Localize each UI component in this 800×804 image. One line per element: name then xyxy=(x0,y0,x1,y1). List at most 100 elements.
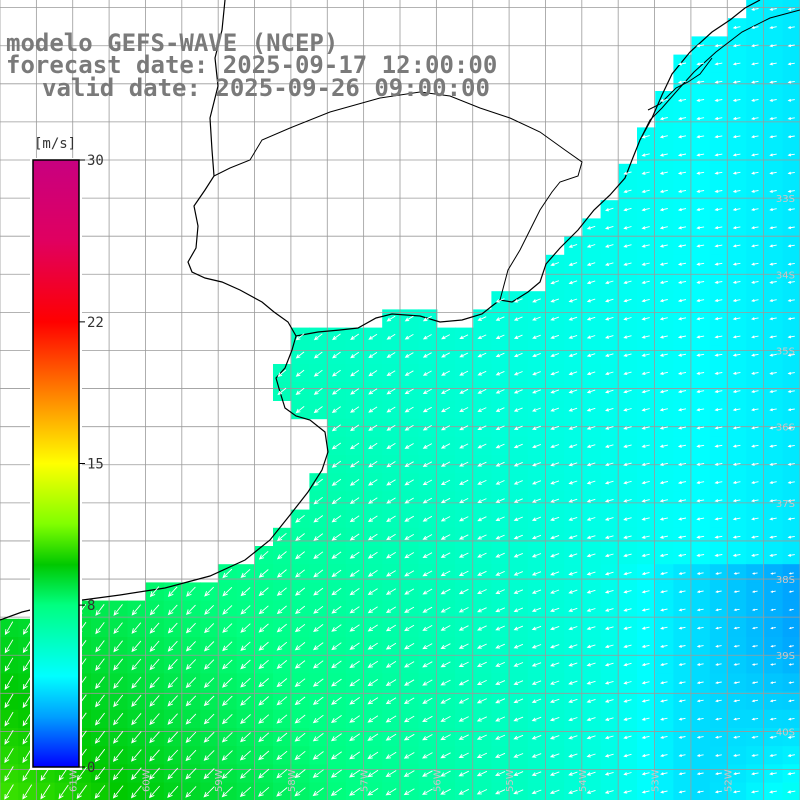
colorbar-unit: [m/s] xyxy=(34,136,76,152)
wind-arrow xyxy=(185,786,197,798)
wind-arrow xyxy=(349,442,360,450)
wind-arrow xyxy=(167,604,178,616)
wind-arrow xyxy=(294,732,306,742)
wind-arrow xyxy=(714,735,722,739)
wind-arrow xyxy=(440,497,451,504)
wind-arrow xyxy=(422,497,433,504)
wind-arrow xyxy=(477,534,487,540)
wind-arrow xyxy=(422,479,433,486)
wind-arrow xyxy=(440,770,451,777)
wind-arrow xyxy=(787,80,795,84)
wind-arrow xyxy=(733,663,740,666)
wind-arrow xyxy=(458,534,469,540)
wind-arrow xyxy=(769,499,777,503)
wind-arrow xyxy=(696,189,705,193)
wind-arrow xyxy=(368,497,378,504)
wind-arrow xyxy=(659,189,668,194)
wind-arrow xyxy=(167,695,178,707)
wind-arrow xyxy=(732,444,741,448)
wind-arrow xyxy=(4,675,14,690)
wind-arrow xyxy=(696,335,705,339)
wind-arrow xyxy=(131,622,142,634)
wind-arrow xyxy=(404,334,414,340)
wind-arrow xyxy=(550,607,560,612)
wind-arrow xyxy=(641,408,650,412)
wind-arrow xyxy=(787,208,795,211)
wind-arrow xyxy=(714,480,723,485)
coastline-uruguay xyxy=(499,0,761,303)
wind-arrow xyxy=(787,735,795,739)
wind-arrow xyxy=(386,388,396,395)
wind-arrow xyxy=(568,644,578,649)
wind-arrow xyxy=(4,693,14,709)
wind-arrow xyxy=(623,408,632,412)
wind-arrow xyxy=(495,570,505,576)
wind-arrow xyxy=(131,604,142,616)
wind-arrow xyxy=(623,244,632,248)
wind-arrow xyxy=(568,535,578,540)
wind-arrow xyxy=(568,353,578,358)
wind-arrow xyxy=(787,753,795,758)
wind-arrow xyxy=(714,44,723,48)
wind-arrow xyxy=(696,207,705,212)
wind-arrow xyxy=(276,587,287,596)
wind-arrow xyxy=(531,480,542,485)
wind-arrow xyxy=(258,623,269,633)
wind-arrow xyxy=(696,153,705,157)
wind-arrow xyxy=(696,244,705,248)
wind-arrow xyxy=(714,371,723,375)
wind-arrow xyxy=(113,622,123,634)
wind-arrow xyxy=(95,658,105,671)
wind-arrow xyxy=(605,389,614,394)
wind-arrow xyxy=(714,426,723,430)
wind-arrow xyxy=(641,626,650,630)
wind-arrow xyxy=(586,316,596,321)
coastline-plata-south xyxy=(295,299,501,337)
wind-arrow xyxy=(696,754,704,757)
wind-arrow xyxy=(294,696,306,706)
wind-arrow xyxy=(495,625,505,631)
wind-arrow xyxy=(659,98,668,103)
wind-arrow xyxy=(385,624,397,632)
wind-arrow xyxy=(623,317,632,321)
wind-arrow xyxy=(550,534,560,540)
wind-arrow xyxy=(604,626,614,630)
wind-arrow xyxy=(623,772,632,776)
wind-arrow xyxy=(586,535,596,540)
wind-arrow xyxy=(476,770,488,777)
wind-arrow xyxy=(495,698,506,704)
wind-arrow xyxy=(623,298,632,303)
wind-arrow xyxy=(221,713,233,725)
wind-arrow xyxy=(623,189,632,194)
wind-arrow xyxy=(770,663,776,666)
wind-arrow xyxy=(258,550,269,560)
wind-arrow xyxy=(477,388,487,394)
wind-arrow xyxy=(586,389,596,394)
wind-arrow xyxy=(312,660,324,669)
wind-arrow xyxy=(733,608,740,612)
wind-arrow xyxy=(677,499,687,503)
wind-arrow xyxy=(550,316,560,321)
wind-arrow xyxy=(568,480,578,485)
wind-arrow xyxy=(659,462,668,467)
wind-arrow xyxy=(113,658,124,671)
wind-arrow xyxy=(659,244,668,248)
longitude-label: 57W xyxy=(360,769,371,792)
wind-arrow xyxy=(385,788,397,796)
wind-arrow xyxy=(604,680,614,685)
wind-arrow xyxy=(586,717,596,722)
wind-arrow xyxy=(586,298,596,303)
wind-arrow xyxy=(422,443,433,449)
wind-arrow xyxy=(641,535,650,539)
wind-arrow xyxy=(440,461,451,467)
wind-arrow xyxy=(440,588,451,595)
wind-arrow xyxy=(696,590,704,594)
wind-arrow xyxy=(440,534,451,540)
wind-arrow xyxy=(403,788,415,796)
wind-arrow xyxy=(368,479,378,486)
wind-arrow xyxy=(386,497,396,504)
wind-arrow xyxy=(623,753,632,758)
wind-arrow xyxy=(313,515,324,523)
wind-arrow xyxy=(495,480,505,485)
wind-arrow xyxy=(276,678,288,688)
